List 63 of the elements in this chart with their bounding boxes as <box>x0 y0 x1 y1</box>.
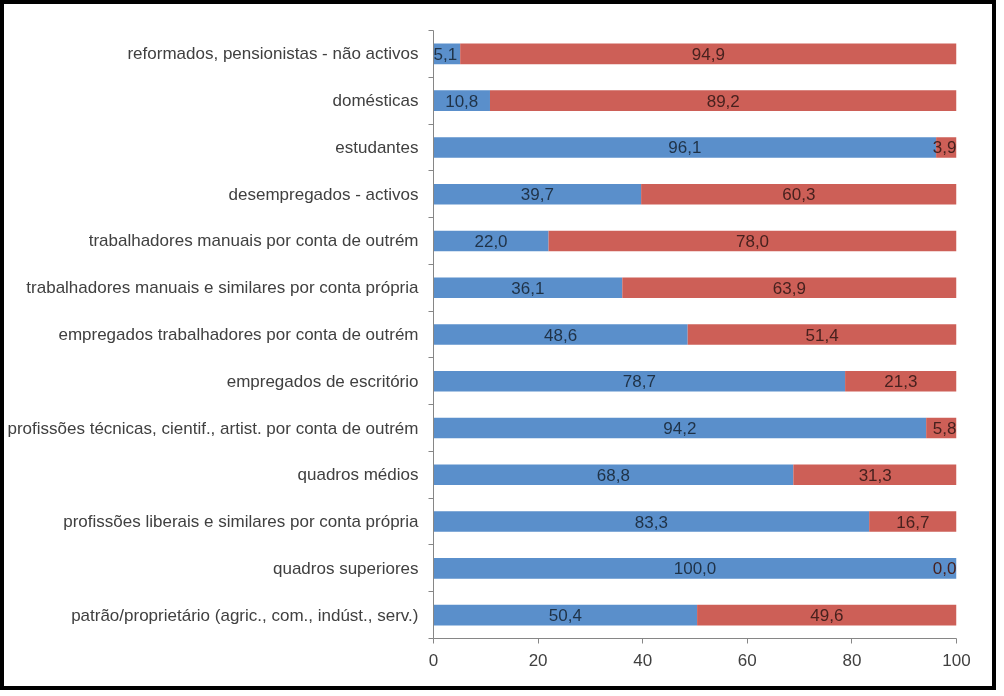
data-label: 16,7 <box>896 512 930 532</box>
bar <box>460 43 957 65</box>
x-tick-label: 80 <box>842 650 862 670</box>
x-tick-label: 60 <box>737 650 757 670</box>
data-label: 0,0 <box>932 559 957 579</box>
x-tick-label: 0 <box>428 650 439 670</box>
data-label: 51,4 <box>805 325 839 345</box>
bar <box>433 604 698 626</box>
y-tick-label: empregados de escritório <box>226 371 419 391</box>
y-tick-label: quadros superiores <box>272 558 419 578</box>
bar <box>433 464 794 486</box>
bar <box>641 183 957 205</box>
y-tick-label: profissões liberais e similares por conta própria <box>63 512 420 532</box>
bar <box>433 558 957 579</box>
data-label: 49,6 <box>810 606 844 626</box>
data-label: 63,9 <box>772 278 806 298</box>
bar <box>433 324 688 345</box>
data-label: 31,3 <box>858 465 892 485</box>
x-tick-label: 40 <box>633 650 653 670</box>
bar <box>869 511 957 532</box>
bar <box>433 511 870 532</box>
y-tick-label: trabalhadores manuais e similares por conta própria <box>26 278 420 298</box>
data-label: 10,8 <box>445 91 479 111</box>
data-label: 68,8 <box>596 465 630 485</box>
data-label: 83,3 <box>634 512 668 532</box>
data-label: 36,1 <box>511 278 545 298</box>
bar <box>845 370 957 392</box>
bar <box>433 277 623 299</box>
data-label: 22,0 <box>474 231 508 251</box>
bar <box>548 230 957 252</box>
data-label: 48,6 <box>544 325 578 345</box>
y-tick-label: empregados trabalhadores por conta de outrém <box>58 325 419 344</box>
x-tick-label: 20 <box>528 650 548 670</box>
data-label: 5,1 <box>433 44 458 64</box>
data-label: 100,0 <box>673 559 717 579</box>
data-label: 78,7 <box>622 372 656 392</box>
bar <box>793 464 957 486</box>
y-tick-label: reformados, pensionistas - não activos <box>127 44 419 64</box>
y-tick-label: estudantes <box>335 137 419 157</box>
y-tick-label: profissões técnicas, cientif., artist. por conta de outrém <box>7 418 419 438</box>
data-label: 96,1 <box>668 138 702 158</box>
data-label: 21,3 <box>884 372 918 392</box>
y-tick-label: trabalhadores manuais por conta de outrém <box>88 231 419 251</box>
data-label: 39,7 <box>520 185 554 205</box>
data-label: 94,9 <box>691 44 725 64</box>
data-label: 89,2 <box>706 91 740 111</box>
bar <box>433 183 642 205</box>
data-label: 60,3 <box>782 185 816 205</box>
y-tick-label: domésticas <box>332 91 419 111</box>
bar <box>697 604 957 626</box>
data-label: 94,2 <box>663 419 697 439</box>
data-label: 50,4 <box>548 606 582 626</box>
bar <box>489 90 957 111</box>
y-tick-label: patrão/proprietário (agric., com., indúst., serv.) <box>71 605 419 625</box>
y-tick-label: desempregados - activos <box>228 184 419 204</box>
bar <box>433 417 927 439</box>
bar <box>622 277 957 299</box>
y-tick-label: quadros médios <box>297 465 419 485</box>
bar <box>433 370 846 392</box>
data-label: 5,8 <box>932 419 957 439</box>
x-tick-label: 100 <box>942 650 971 670</box>
data-label: 78,0 <box>735 231 770 251</box>
bar <box>687 324 957 345</box>
